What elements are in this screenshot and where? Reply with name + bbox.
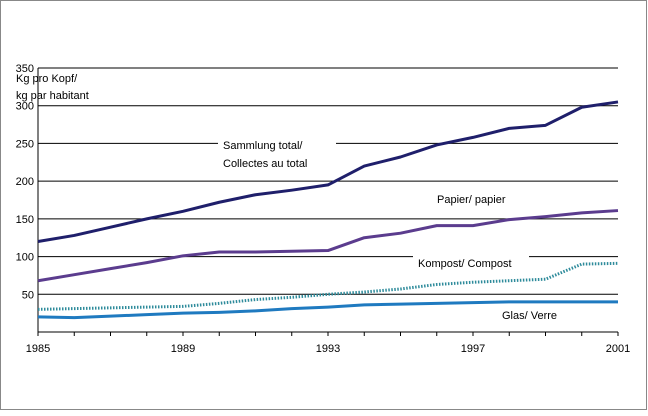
y-tick-label-150: 150 bbox=[16, 214, 34, 226]
x-tick-label-1997: 1997 bbox=[461, 343, 485, 355]
series-labels: Sammlung total/Collectes au total Papier/… bbox=[218, 136, 567, 324]
y-tick-labels: 50 100 150 200 250 300 350 bbox=[16, 63, 34, 301]
series-label-background bbox=[218, 136, 336, 172]
series-label-glas-line-1: Glas/ Verre bbox=[502, 310, 557, 322]
series-label-background bbox=[413, 255, 529, 272]
y-tick-label-300: 300 bbox=[16, 101, 34, 113]
series-label-sammlung-total-line-1: Sammlung total/ bbox=[223, 140, 303, 152]
x-tick-label-2001: 2001 bbox=[606, 343, 630, 355]
y-tick-label-350: 350 bbox=[16, 63, 34, 75]
series-line-kompost bbox=[37, 261, 619, 311]
series-label-background bbox=[432, 191, 518, 208]
x-tick-labels: 1985 1989 1993 1997 2001 bbox=[26, 343, 630, 355]
series-lines bbox=[37, 100, 619, 320]
series-label-background bbox=[497, 307, 567, 324]
x-tick-label-1985: 1985 bbox=[26, 343, 50, 355]
series-label-papier-line-1: Papier/ papier bbox=[437, 194, 506, 206]
y-tick-label-100: 100 bbox=[16, 252, 34, 264]
x-tick-label-1993: 1993 bbox=[316, 343, 340, 355]
series-line-papier bbox=[37, 209, 619, 283]
series-line-sammlung-total bbox=[37, 100, 619, 243]
x-tick-label-1989: 1989 bbox=[171, 343, 195, 355]
y-axis-label-line-2: kg par habitant bbox=[16, 90, 89, 102]
series-line-glas bbox=[37, 300, 618, 320]
y-tick-label-50: 50 bbox=[22, 289, 34, 301]
y-tick-label-250: 250 bbox=[16, 138, 34, 150]
y-tick-label-200: 200 bbox=[16, 176, 34, 188]
series-label-sammlung-total-line-2: Collectes au total bbox=[223, 158, 307, 170]
series-label-kompost-line-1: Kompost/ Compost bbox=[418, 258, 512, 270]
axes bbox=[37, 68, 619, 336]
y-axis-label-line-1: Kg pro Kopf/ bbox=[16, 73, 78, 85]
